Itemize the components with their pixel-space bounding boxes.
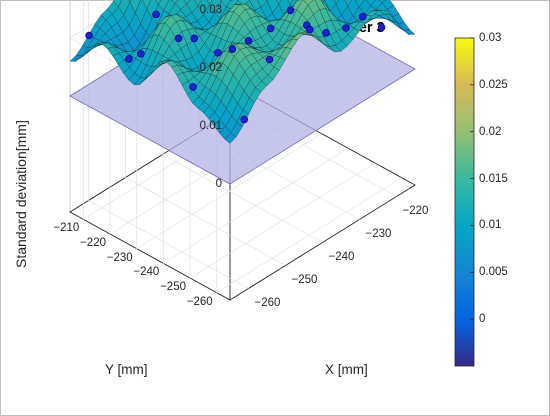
y-tick-label: −260	[186, 295, 213, 308]
x-tick-label: −250	[291, 273, 318, 286]
measured-point	[305, 25, 314, 34]
surface-cell	[303, 0, 314, 6]
surface-cell	[158, 0, 170, 11]
surface-cell	[142, 0, 151, 10]
x-tick-label: −230	[365, 227, 392, 240]
measured-point	[125, 55, 133, 63]
surface-cell	[276, 0, 282, 5]
surface-cell	[206, 0, 213, 6]
x-gridline	[88, 0, 249, 289]
colorbar-tick-label: 0	[479, 313, 486, 326]
surface-cell	[365, 0, 376, 6]
measured-point	[228, 45, 237, 53]
x-gridline	[162, 0, 323, 243]
measured-point	[189, 83, 197, 91]
surface-cell	[194, 0, 202, 7]
surface-mesh	[69, 0, 416, 144]
measured-point	[174, 34, 183, 43]
surface-cell	[155, 0, 162, 6]
colorbar-tick-label: 0.01	[479, 219, 502, 232]
measured-point	[266, 24, 275, 33]
measured-point	[85, 31, 93, 40]
colorbar-tick-label: 0.005	[479, 266, 508, 279]
z-tick-label: 0.02	[199, 62, 222, 74]
measured-point	[244, 36, 253, 45]
surface-cell	[183, 0, 191, 5]
surface-cell	[219, 0, 223, 3]
colorbar-gradient	[454, 37, 475, 367]
z-tick-label: 0.01	[199, 120, 222, 132]
surface-cell	[287, 0, 294, 5]
y-tick-label: −240	[133, 266, 160, 279]
measured-point	[286, 6, 295, 15]
x-axis-label: X [mm]	[325, 362, 368, 377]
measured-point	[358, 12, 367, 21]
y-tick-label: −250	[160, 281, 186, 293]
surface-cell	[403, 29, 416, 35]
colorbar-tick-label: 0.025	[479, 78, 508, 91]
surface-cell	[333, 0, 340, 5]
y-tick-label: −230	[106, 251, 133, 264]
y-tick-label: −210	[53, 222, 80, 235]
x-tick-label: −240	[328, 250, 355, 263]
measured-points	[85, 0, 386, 124]
x-tick-label: −220	[402, 204, 429, 217]
surface-cell	[220, 0, 231, 8]
surface-cell	[128, 0, 132, 3]
y-axis-label: Y [mm]	[105, 362, 148, 377]
z-tick-label: 0.03	[199, 4, 222, 16]
measured-point	[240, 115, 249, 124]
surface-cell	[344, 0, 352, 7]
measured-point	[152, 10, 160, 19]
measured-point	[214, 48, 222, 57]
colorbar-tick-label: 0.015	[479, 172, 508, 185]
measured-point	[322, 29, 330, 37]
measured-point	[137, 49, 145, 58]
measured-point	[265, 55, 274, 64]
x-gridline	[125, 0, 286, 266]
measured-point	[342, 24, 350, 32]
surface-cell	[291, 0, 303, 10]
surface-cell	[112, 0, 122, 7]
x-tick-label: −260	[254, 296, 281, 309]
plot-area	[69, 0, 416, 301]
colorbar-tick-label: 0.02	[479, 125, 502, 138]
surface-cell	[355, 0, 365, 8]
measured-point	[377, 23, 386, 32]
measured-point	[190, 34, 199, 43]
surface-cell	[378, 0, 387, 4]
colorbar-tick-label: 0.03	[479, 32, 502, 44]
surface-cell	[129, 0, 141, 14]
y-tick-label: −220	[80, 237, 106, 249]
z-tick-label: 0	[215, 178, 222, 190]
surface-cell	[170, 0, 179, 4]
